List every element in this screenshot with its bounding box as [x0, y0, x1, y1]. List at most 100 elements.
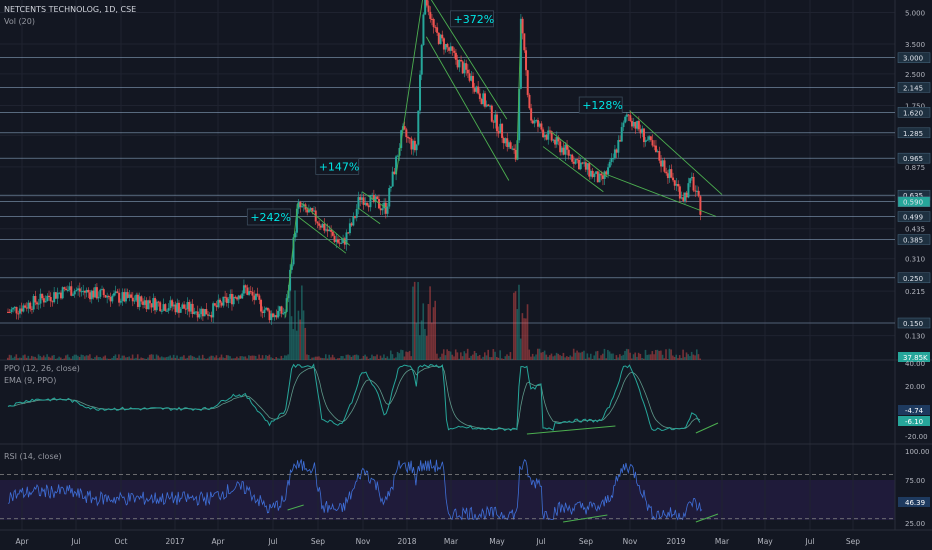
rsi-tick-label: 25.00	[905, 520, 925, 528]
volume-bar	[282, 358, 284, 360]
candle-body	[143, 300, 146, 305]
volume-bar	[410, 356, 413, 360]
volume-bar	[653, 354, 655, 360]
volume-bar	[54, 358, 57, 360]
candle-body	[596, 171, 599, 183]
volume-bar	[472, 354, 474, 360]
candle-body	[408, 137, 411, 139]
gain-annotation-label: +128%	[582, 99, 623, 112]
ppo-tick-label: 20.00	[905, 383, 925, 391]
candle-body	[536, 120, 539, 127]
candle-body	[222, 296, 225, 306]
candle-body	[111, 295, 114, 302]
volume-bar	[73, 354, 76, 360]
candle-body	[605, 171, 608, 175]
volume-bar	[155, 354, 158, 360]
candle-body	[629, 115, 632, 122]
level-price-label: 0.499	[903, 214, 923, 222]
gain-annotations: +242%+147%+1,645%+372%+128%	[246, 10, 623, 226]
volume-bar	[193, 356, 195, 360]
rsi-value-badge	[898, 497, 930, 507]
volume-bar	[415, 323, 418, 360]
candle-body	[480, 98, 483, 105]
price-tick-label: 0.130	[905, 333, 925, 341]
volume-bar	[545, 354, 548, 360]
volume-bar	[210, 355, 213, 360]
candle-body	[227, 298, 230, 303]
candle-body	[631, 121, 634, 127]
volume-bar	[473, 351, 476, 360]
volume-bars	[7, 281, 701, 360]
volume-bar	[63, 358, 66, 360]
volume-bar	[461, 356, 464, 360]
volume-bar	[104, 355, 107, 360]
volume-bar	[407, 352, 409, 360]
candle-body	[472, 75, 475, 89]
candle-body	[136, 294, 139, 307]
volume-bar	[304, 327, 307, 360]
volume-bar	[145, 358, 148, 360]
volume-bar	[237, 358, 240, 360]
candle-body	[410, 138, 413, 150]
volume-bar	[92, 358, 95, 360]
volume-bar	[181, 356, 183, 360]
price-tick-label: 0.875	[905, 164, 925, 172]
volume-bar	[658, 350, 660, 360]
volume-bar	[345, 354, 348, 360]
volume-bar	[263, 358, 266, 360]
volume-bar	[490, 357, 493, 360]
volume-bar	[359, 358, 361, 360]
candle-body	[372, 194, 375, 202]
volume-bar	[254, 355, 257, 360]
candle-body	[598, 173, 601, 183]
candle-body	[101, 289, 104, 291]
candle-body	[619, 140, 622, 142]
volume-bar	[46, 354, 48, 360]
volume-bar	[489, 357, 491, 360]
volume-bar	[208, 356, 211, 360]
candle-body	[177, 302, 180, 313]
candle-body	[261, 311, 264, 314]
candle-body	[208, 315, 211, 317]
candle-body	[424, 0, 427, 15]
price-tick-label: 5.000	[905, 9, 925, 17]
candle-body	[526, 70, 529, 95]
candle-body	[530, 108, 533, 121]
volume-bar	[222, 357, 225, 360]
candle-body	[275, 315, 278, 318]
candle-body	[441, 34, 444, 39]
volume-bar	[362, 355, 365, 360]
candle-body	[7, 311, 9, 313]
volume-bar	[460, 352, 462, 360]
candle-body	[475, 86, 478, 92]
candle-body	[323, 223, 326, 231]
candle-body	[65, 288, 68, 291]
volume-bar	[417, 282, 419, 360]
candle-body	[121, 292, 124, 301]
candle-body	[501, 123, 504, 138]
candle-body	[106, 296, 109, 298]
volume-bar	[123, 355, 125, 360]
candle-body	[160, 310, 163, 312]
candle-body	[367, 205, 370, 208]
volume-bar	[56, 358, 59, 360]
volume-bar	[499, 350, 501, 360]
candle-body	[290, 264, 293, 270]
volume-bar	[523, 318, 525, 360]
volume-bar	[642, 358, 645, 360]
volume-bar	[184, 358, 187, 360]
level-price-label: 0.385	[903, 237, 923, 245]
volume-bar	[550, 353, 553, 360]
volume-bar	[603, 348, 606, 360]
volume-bar	[318, 356, 320, 360]
candle-body	[571, 154, 574, 162]
annotation-box	[578, 96, 623, 114]
volume-bar	[227, 355, 230, 360]
volume-bar	[275, 357, 278, 360]
candle-body	[128, 294, 131, 298]
candle-body	[658, 151, 661, 161]
candle-body	[593, 173, 596, 178]
candle-body	[545, 134, 548, 140]
candle-body	[319, 225, 322, 228]
